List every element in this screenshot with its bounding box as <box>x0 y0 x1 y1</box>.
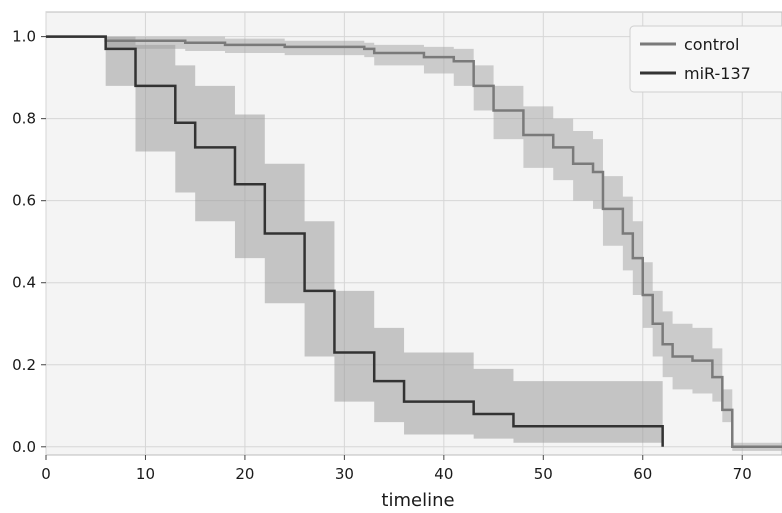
confidence-bands <box>46 36 782 451</box>
x-tick-label: 60 <box>633 465 652 483</box>
y-tick-label: 0.8 <box>12 110 36 128</box>
x-tick-label: 70 <box>733 465 752 483</box>
x-axis-label: timeline <box>381 490 454 511</box>
x-tick-label: 0 <box>41 465 51 483</box>
legend: control miR-137 <box>629 25 782 93</box>
y-tick-label: 0.0 <box>12 438 36 456</box>
confidence-band-mir137 <box>46 36 663 443</box>
x-tick-label: 40 <box>434 465 453 483</box>
y-tick-label: 1.0 <box>12 28 36 46</box>
confidence-band-control <box>46 36 782 451</box>
legend-control-label: control <box>684 35 739 54</box>
x-tick-label: 30 <box>335 465 354 483</box>
x-tick-label: 50 <box>534 465 553 483</box>
x-axis: 0 10 20 30 40 50 60 70 <box>41 455 752 483</box>
survival-lines <box>46 35 782 449</box>
y-tick-label: 0.4 <box>12 274 36 292</box>
y-tick-label: 0.2 <box>12 356 36 374</box>
y-tick-label: 0.6 <box>12 192 36 210</box>
y-axis: 0.0 0.2 0.4 0.6 0.8 1.0 <box>12 28 46 456</box>
survival-line-control <box>46 35 782 449</box>
legend-mir137-label: miR-137 <box>684 64 751 83</box>
x-tick-label: 20 <box>235 465 254 483</box>
x-tick-label: 10 <box>136 465 155 483</box>
survival-line-mir137 <box>46 35 664 447</box>
